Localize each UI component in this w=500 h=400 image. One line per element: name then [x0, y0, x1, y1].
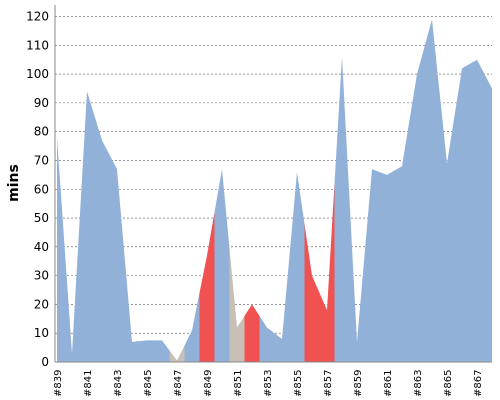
y-tick-label: 10: [34, 326, 49, 340]
x-tick-label: #849: [203, 370, 214, 397]
area-segment: [409, 46, 425, 362]
area-segment: [124, 255, 140, 362]
area-segment: [349, 199, 365, 362]
area-segment: [364, 169, 380, 362]
area-segment: [244, 304, 260, 362]
area-segment: [259, 315, 275, 362]
y-tick-label: 90: [34, 96, 49, 110]
area-segment: [169, 345, 185, 362]
area-segment: [94, 115, 110, 362]
area-segment: [289, 171, 305, 362]
x-tick-label: #853: [263, 370, 274, 397]
x-tick-label: #843: [113, 370, 124, 397]
x-tick-label: #841: [83, 370, 94, 397]
y-axis-label: mins: [6, 164, 22, 202]
x-tick-label: #863: [413, 370, 424, 397]
area-segment: [484, 74, 492, 362]
area-segment: [214, 169, 230, 362]
y-tick-label: 100: [26, 67, 49, 81]
y-tick-label: 70: [34, 153, 49, 167]
x-tick-label: #857: [323, 370, 334, 397]
area-segment: [424, 19, 440, 362]
y-tick-label: 30: [34, 269, 49, 283]
area-segment: [304, 223, 320, 362]
x-tick-label: #861: [383, 370, 394, 397]
x-tick-label: #859: [353, 370, 364, 397]
area-segment: [319, 183, 335, 362]
area-segment: [139, 340, 155, 362]
x-tick-label: #839: [53, 370, 64, 397]
x-tick-label: #867: [473, 370, 484, 397]
area-segment: [439, 91, 455, 362]
area-segment: [379, 170, 395, 362]
y-tick-label: 20: [34, 297, 49, 311]
area-segment: [64, 222, 80, 362]
area-segment: [229, 248, 245, 362]
x-tick-label: #845: [143, 370, 154, 397]
area-segment: [79, 91, 95, 362]
area-segment: [274, 255, 290, 362]
y-tick-label: 50: [34, 211, 49, 225]
area-segment: [109, 154, 125, 362]
area-segment: [154, 340, 170, 362]
y-tick-label: 0: [41, 355, 49, 369]
area-segment: [454, 64, 470, 362]
area-segment: [334, 56, 350, 363]
y-tick-label: 60: [34, 182, 49, 196]
y-tick-label: 120: [26, 10, 49, 24]
x-tick-label: #855: [293, 370, 304, 397]
x-tick-label: #865: [443, 370, 454, 397]
area-segment: [199, 212, 215, 362]
area-segment: [394, 120, 410, 363]
area-segment: [469, 59, 485, 363]
y-tick-label: 110: [26, 38, 49, 52]
area-segment: [57, 137, 65, 362]
area-segment: [184, 292, 200, 362]
y-tick-label: 80: [34, 125, 49, 139]
y-tick-label: 40: [34, 240, 49, 254]
x-tick-label: #847: [173, 370, 184, 397]
x-tick-label: #851: [233, 370, 244, 397]
